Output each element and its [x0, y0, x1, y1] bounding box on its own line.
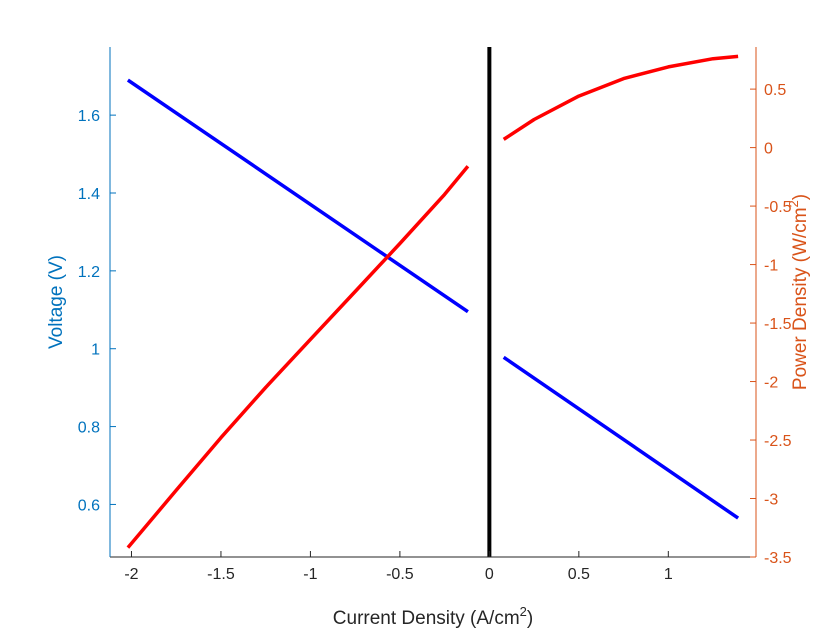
x-tick-label: -2 — [124, 566, 138, 583]
y-right-tick-label: -3.5 — [764, 550, 792, 567]
y-right-tick-label: -0.5 — [764, 199, 792, 216]
y-right-tick-label: -2.5 — [764, 433, 792, 450]
x-tick-label: 0.5 — [568, 566, 590, 583]
y-right-tick-label: -2 — [764, 375, 778, 392]
y-left-tick-label: 1.6 — [78, 108, 100, 125]
x-tick-label: 1 — [664, 566, 673, 583]
x-tick-label: -1.5 — [207, 566, 235, 583]
y-axis-right-label: Power Density (W/cm2) — [786, 194, 811, 390]
y-left-tick-label: 0.8 — [78, 420, 100, 437]
power-density-series-line-2 — [126, 165, 470, 549]
y-left-tick-label: 0.6 — [78, 497, 100, 514]
y-right-tick-label: -1 — [764, 258, 778, 275]
y-left-tick-label: 1 — [91, 342, 100, 359]
plot-layer — [126, 47, 740, 557]
x-axis-label: Current Density (A/cm2) — [333, 604, 533, 629]
y-right-tick-label: -3 — [764, 492, 778, 509]
voltage-series-line-1 — [502, 355, 740, 520]
y-axis-left-label: Voltage (V) — [46, 255, 67, 349]
y-right-tick-label: 0 — [764, 141, 773, 158]
x-tick-label: -1 — [303, 566, 317, 583]
y-right-tick-label: -1.5 — [764, 316, 792, 333]
x-tick-label: 0 — [485, 566, 494, 583]
voltage-series-line-0 — [126, 78, 469, 314]
axes-layer: -2 -1.5 -1 -0.5 0 0.5 1 0.6 0.8 1 1.2 1.4 1.6 -3.5 -3 -… — [78, 47, 792, 583]
y-left-tick-label: 1.4 — [78, 186, 100, 203]
y-left-tick-label: 1.2 — [78, 264, 100, 281]
power-density-series-line-3 — [502, 54, 739, 141]
x-tick-label: -0.5 — [386, 566, 414, 583]
y-right-tick-label: 0.5 — [764, 82, 786, 99]
